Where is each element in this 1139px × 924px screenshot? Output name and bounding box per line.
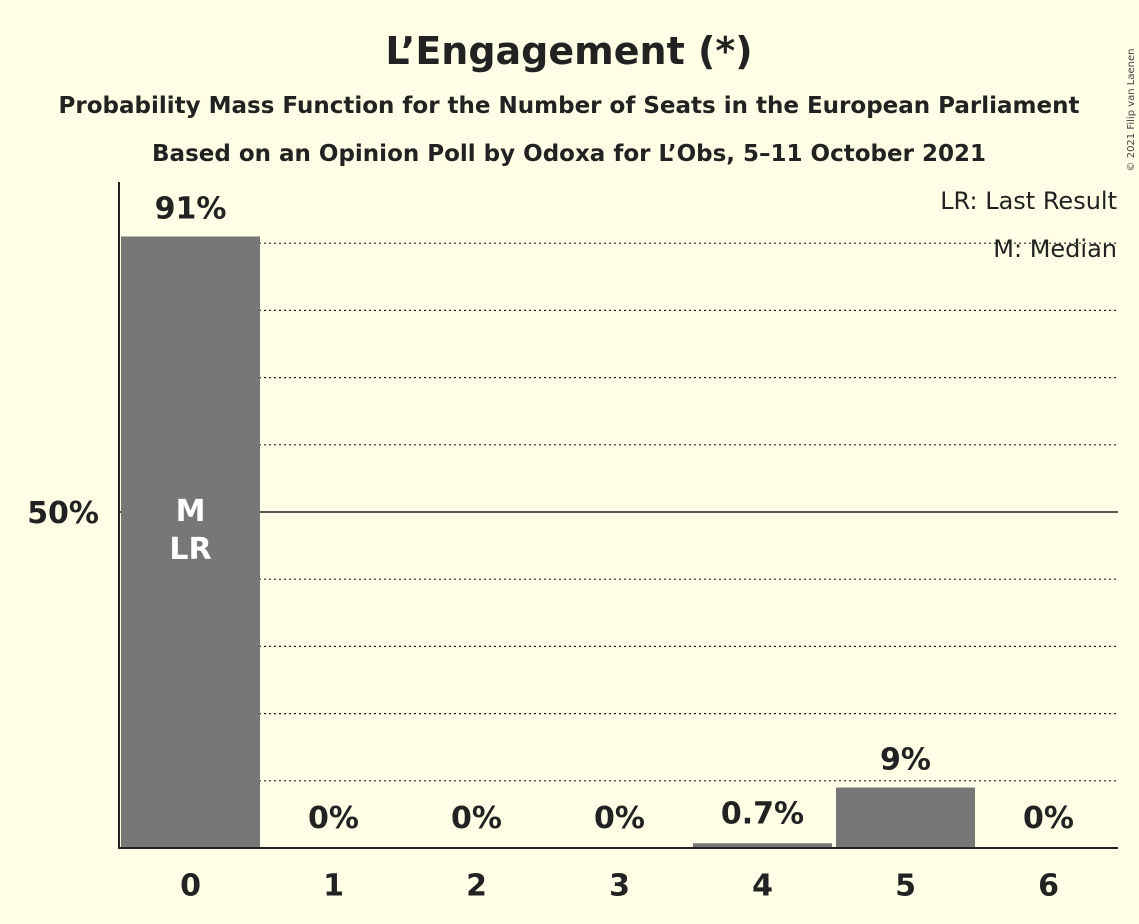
- x-tick-label-1: 1: [323, 869, 344, 904]
- labels: 91%00%10%20%30.7%49%50%650% MLR: [27, 191, 1074, 903]
- x-tick-label-6: 6: [1038, 869, 1059, 904]
- x-tick-label-4: 4: [752, 869, 773, 904]
- legend-last-result: LR: Last Result: [940, 187, 1117, 215]
- chart-subtitle: Probability Mass Function for the Number…: [59, 93, 1080, 119]
- value-label-5: 9%: [880, 743, 931, 778]
- bar-annotation-m: M: [176, 494, 206, 529]
- gridlines: [119, 242, 1118, 782]
- value-label-1: 0%: [308, 801, 359, 836]
- value-label-2: 0%: [451, 801, 502, 836]
- x-tick-label-3: 3: [609, 869, 630, 904]
- bar-4: [693, 843, 832, 848]
- value-label-3: 0%: [594, 801, 645, 836]
- copyright-note: © 2021 Filip van Laenen: [1126, 49, 1137, 172]
- bar-0: [121, 236, 260, 849]
- x-tick-label-5: 5: [895, 869, 916, 904]
- y-tick-label-50: 50%: [27, 496, 99, 531]
- value-label-6: 0%: [1023, 801, 1074, 836]
- x-tick-label-2: 2: [466, 869, 487, 904]
- bars: [121, 236, 975, 849]
- value-label-0: 91%: [155, 191, 227, 226]
- bar-annotation-lr: LR: [169, 532, 211, 567]
- chart-title: L’Engagement (*): [385, 29, 752, 73]
- chart-source-line: Based on an Opinion Poll by Odoxa for L’…: [152, 141, 986, 167]
- bar-5: [836, 787, 975, 848]
- x-tick-label-0: 0: [180, 869, 201, 904]
- legend-median: M: Median: [993, 235, 1117, 263]
- value-label-4: 0.7%: [721, 796, 804, 831]
